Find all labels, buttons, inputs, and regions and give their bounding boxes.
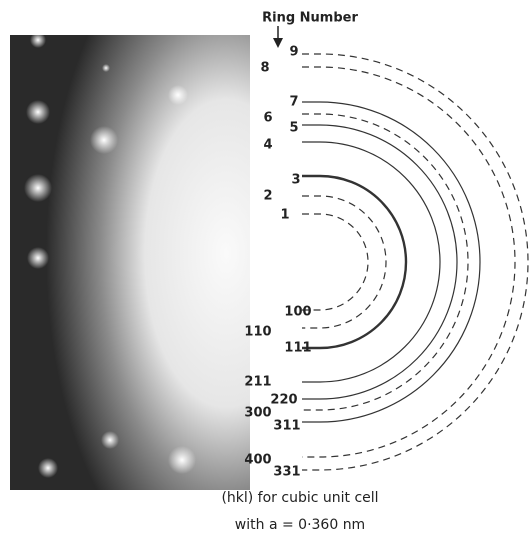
ring xyxy=(302,196,386,328)
ring xyxy=(302,114,468,410)
arrow xyxy=(273,26,283,48)
hkl-label: 110 xyxy=(244,325,271,340)
hkl-label: 300 xyxy=(244,406,271,421)
header: Ring Number xyxy=(262,11,358,26)
hkl-label: 331 xyxy=(273,465,300,480)
caption: (hkl) for cubic unit cell xyxy=(221,490,378,506)
hkl-label: 100 xyxy=(284,305,311,320)
ring-number: 1 xyxy=(280,208,289,223)
ring-number: 4 xyxy=(263,138,272,153)
hkl-label: 111 xyxy=(284,341,311,356)
hkl-label: 311 xyxy=(273,419,300,434)
ring-number: 6 xyxy=(263,111,272,126)
hkl-label: 400 xyxy=(244,453,271,468)
caption: with a = 0·360 nm xyxy=(235,517,365,533)
hkl-label: 211 xyxy=(244,375,271,390)
hkl-label: 220 xyxy=(270,393,297,408)
ring xyxy=(302,142,440,382)
ring-number: 3 xyxy=(291,173,300,188)
ring xyxy=(302,54,528,470)
ring-number: 5 xyxy=(289,121,298,136)
ring xyxy=(302,102,480,422)
figure: Ring Number (hkl) for cubic unit cell wi… xyxy=(0,0,532,538)
ring-number: 8 xyxy=(260,61,269,76)
diffraction-photo xyxy=(10,32,250,490)
ring-number: 2 xyxy=(263,189,272,204)
ring xyxy=(302,176,406,348)
ring xyxy=(302,214,368,310)
ring xyxy=(302,125,457,399)
ring-number: 9 xyxy=(289,45,298,60)
ring-number: 7 xyxy=(289,95,298,110)
